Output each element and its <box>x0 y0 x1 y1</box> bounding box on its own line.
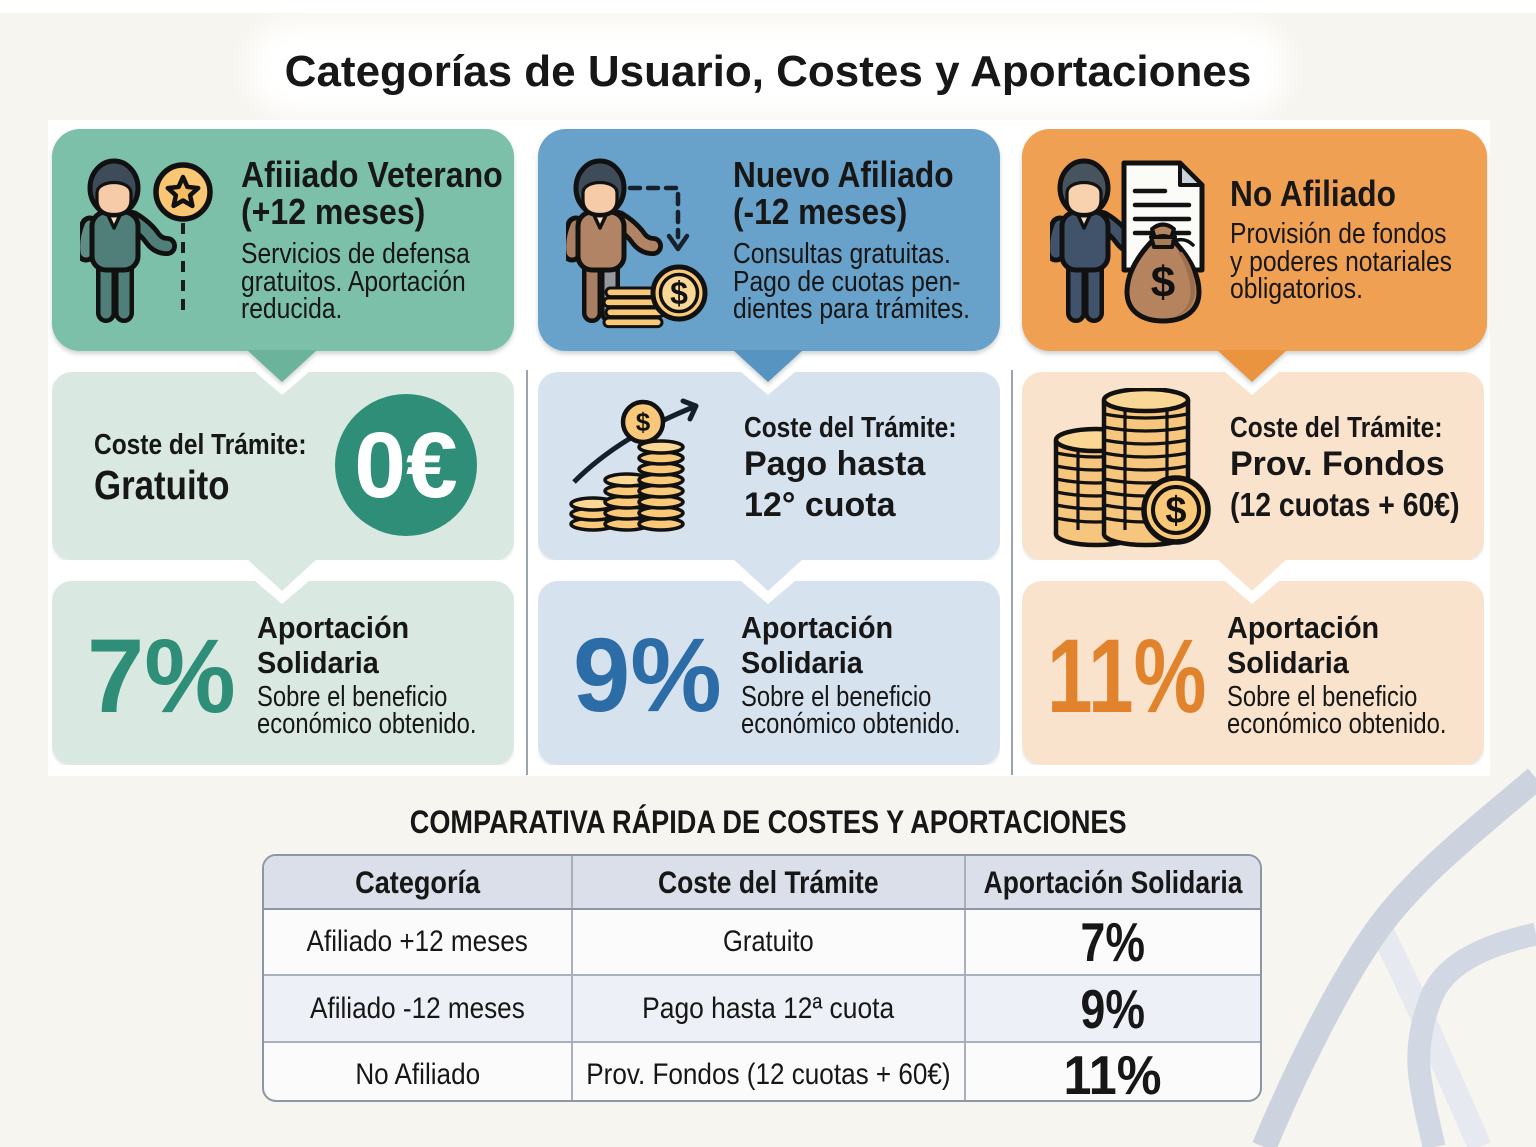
svg-text:$: $ <box>1151 258 1175 307</box>
svg-text:$: $ <box>1165 490 1186 532</box>
svg-text:$: $ <box>636 407 651 437</box>
svg-text:$: $ <box>670 275 688 311</box>
